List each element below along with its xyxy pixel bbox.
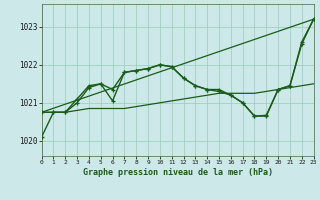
X-axis label: Graphe pression niveau de la mer (hPa): Graphe pression niveau de la mer (hPa) xyxy=(83,168,273,177)
